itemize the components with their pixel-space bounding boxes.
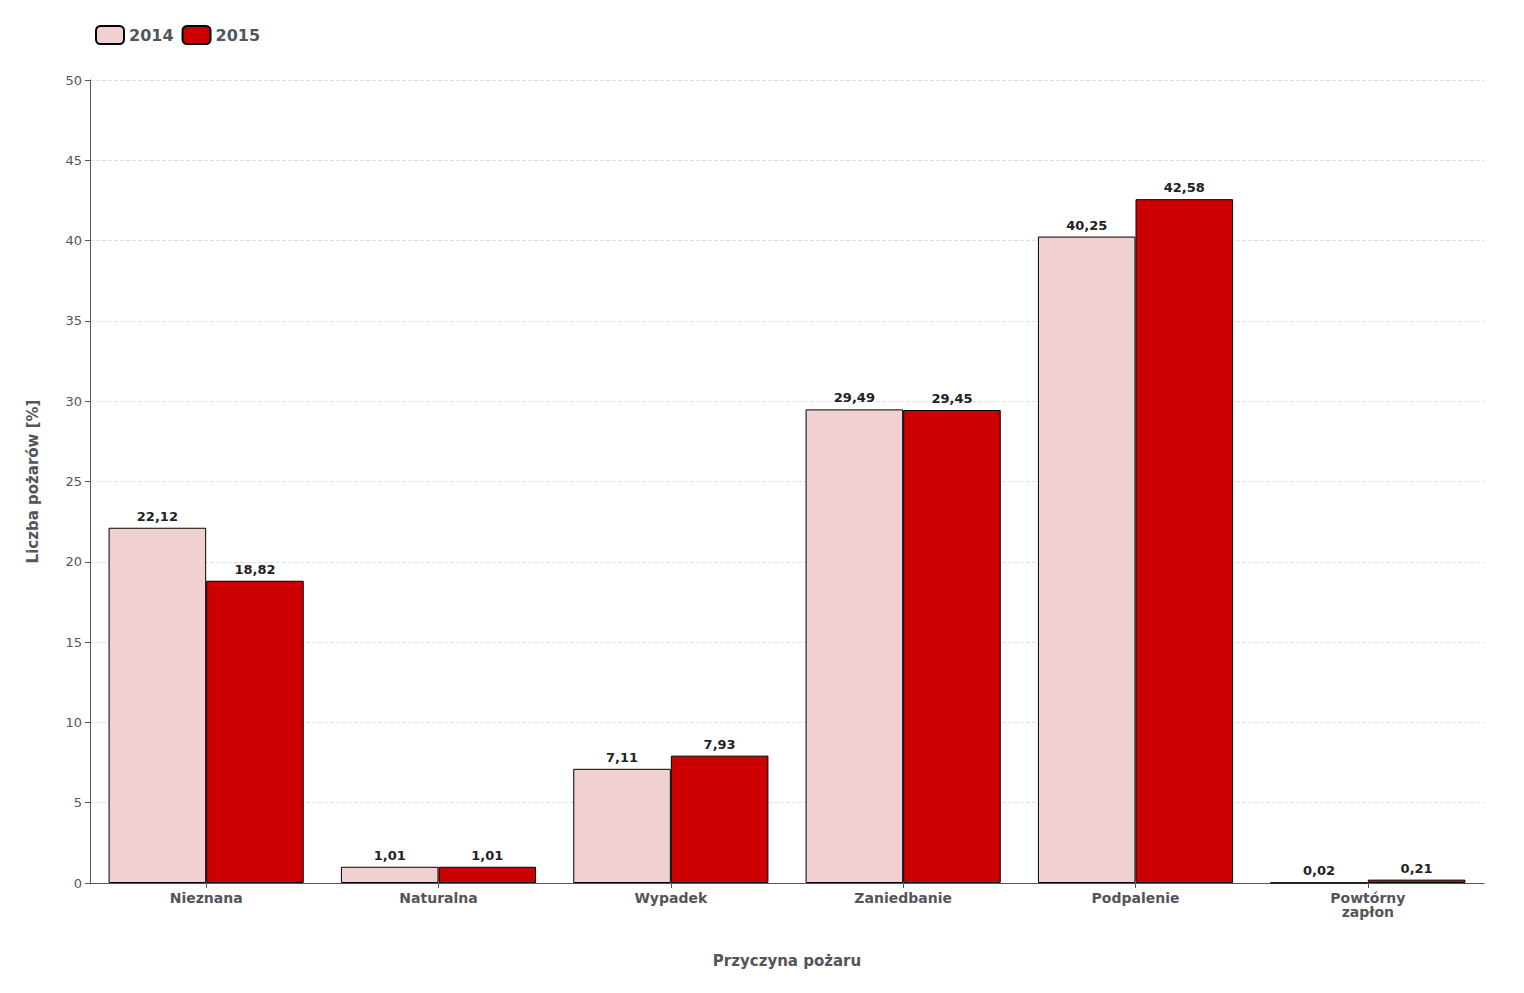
- svg-text:40: 40: [65, 233, 82, 248]
- svg-text:Nieznana: Nieznana: [170, 890, 243, 906]
- svg-text:20: 20: [65, 554, 82, 569]
- svg-text:2015: 2015: [216, 26, 261, 45]
- svg-text:7,11: 7,11: [606, 750, 638, 765]
- svg-text:Liczba pożarów [%]: Liczba pożarów [%]: [24, 400, 42, 564]
- svg-text:zapłon: zapłon: [1342, 904, 1394, 920]
- svg-text:25: 25: [65, 474, 82, 489]
- svg-text:Powtórny: Powtórny: [1330, 890, 1406, 906]
- svg-text:Zaniedbanie: Zaniedbanie: [854, 890, 952, 906]
- svg-text:42,58: 42,58: [1164, 180, 1205, 195]
- svg-text:5: 5: [74, 795, 82, 810]
- svg-text:40,25: 40,25: [1066, 218, 1107, 233]
- svg-text:2014: 2014: [129, 26, 174, 45]
- svg-text:0,02: 0,02: [1303, 863, 1335, 878]
- svg-text:10: 10: [65, 715, 82, 730]
- svg-text:0: 0: [74, 876, 82, 891]
- svg-text:Wypadek: Wypadek: [634, 890, 708, 906]
- svg-text:1,01: 1,01: [374, 848, 406, 863]
- svg-text:7,93: 7,93: [704, 737, 736, 752]
- svg-text:15: 15: [65, 635, 82, 650]
- svg-text:50: 50: [65, 73, 82, 88]
- svg-text:Naturalna: Naturalna: [399, 890, 477, 906]
- svg-text:0,21: 0,21: [1401, 861, 1433, 876]
- svg-text:Podpalenie: Podpalenie: [1092, 890, 1180, 906]
- svg-text:1,01: 1,01: [471, 848, 503, 863]
- svg-text:35: 35: [65, 313, 82, 328]
- svg-text:29,45: 29,45: [931, 391, 972, 406]
- svg-text:22,12: 22,12: [137, 509, 178, 524]
- svg-text:18,82: 18,82: [234, 562, 275, 577]
- svg-text:45: 45: [65, 153, 82, 168]
- svg-text:29,49: 29,49: [834, 390, 875, 405]
- svg-text:30: 30: [65, 394, 82, 409]
- svg-text:Przyczyna pożaru: Przyczyna pożaru: [713, 952, 861, 970]
